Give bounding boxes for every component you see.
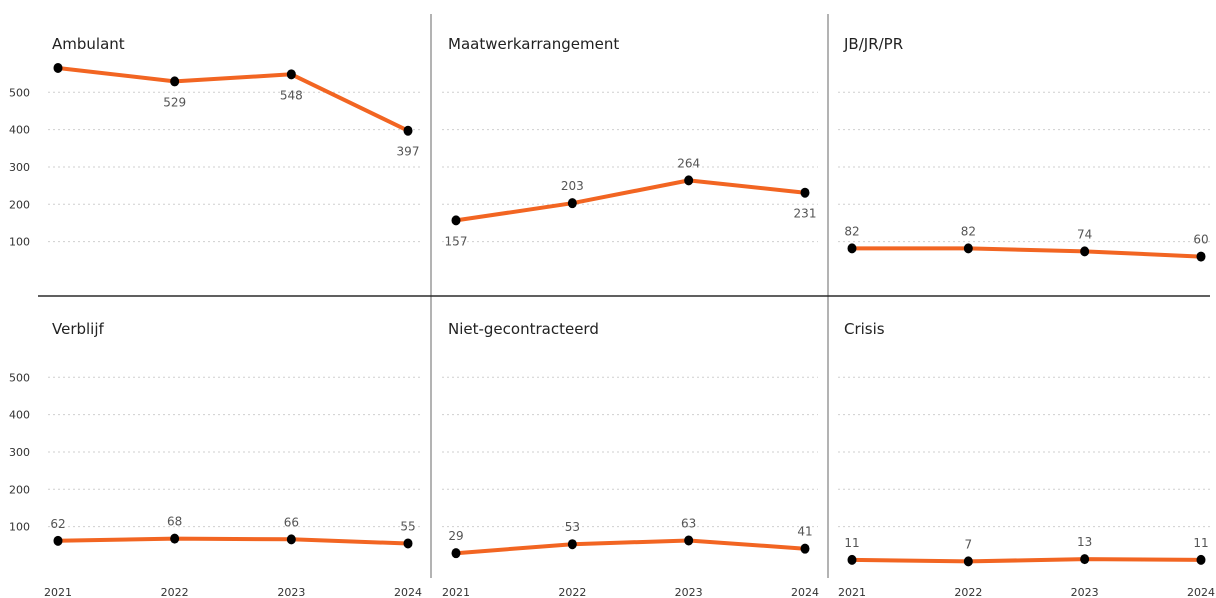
panel-title: JB/JR/PR <box>843 35 903 53</box>
series-line <box>454 178 807 223</box>
x-tick-label: 2022 <box>954 586 982 598</box>
data-label: 53 <box>565 520 580 534</box>
data-label: 13 <box>1077 535 1092 549</box>
data-point <box>800 543 810 554</box>
series-line <box>454 538 807 556</box>
series-line <box>56 536 410 546</box>
panel-ambulant: 100 200 300 400 500 Ambulant 529 548 397 <box>9 35 420 249</box>
x-tick-label: 2023 <box>277 586 305 598</box>
data-label: 11 <box>844 536 859 550</box>
data-point <box>451 548 461 559</box>
panel-maatwerkarrangement: Maatwerkarrangement 157 203 264 231 <box>442 35 818 248</box>
x-tick-label: 2023 <box>675 586 703 598</box>
data-point <box>170 533 180 544</box>
x-tick-label: 2023 <box>1071 586 1099 598</box>
data-label: 66 <box>284 515 299 529</box>
data-label: 529 <box>163 95 186 109</box>
x-tick-label: 2022 <box>161 586 189 598</box>
data-label: 60 <box>1193 233 1208 247</box>
series-line <box>850 557 1203 564</box>
data-point <box>451 215 461 226</box>
data-point <box>403 538 413 549</box>
panel-title: Crisis <box>844 320 885 338</box>
y-tick-label: 400 <box>9 409 30 422</box>
y-tick-label: 300 <box>9 446 30 459</box>
panel-crisis: Crisis 11 7 13 11 2021 2022 2023 2024 <box>838 320 1215 598</box>
data-point <box>1196 251 1206 262</box>
data-label: 231 <box>794 207 817 221</box>
data-label: 82 <box>844 224 859 238</box>
data-label: 29 <box>448 529 463 543</box>
y-tick-label: 100 <box>9 236 30 249</box>
data-label: 82 <box>961 224 976 238</box>
data-point <box>170 76 180 87</box>
x-tick-label: 2021 <box>838 586 866 598</box>
y-tick-label: 400 <box>9 124 30 137</box>
data-label: 397 <box>397 145 420 159</box>
data-point <box>567 539 577 550</box>
data-label: 548 <box>280 88 303 102</box>
x-tick-label: 2021 <box>442 586 470 598</box>
data-label: 203 <box>561 179 584 193</box>
x-tick-label: 2022 <box>558 586 586 598</box>
data-point <box>1080 246 1090 257</box>
data-point <box>847 243 857 254</box>
x-tick-label: 2024 <box>1187 586 1215 598</box>
panel-title: Maatwerkarrangement <box>448 35 619 53</box>
data-label: 7 <box>965 537 973 551</box>
data-point <box>847 554 857 565</box>
data-label: 157 <box>445 234 468 248</box>
data-label: 11 <box>1193 536 1208 550</box>
data-point <box>684 535 694 546</box>
data-point <box>963 243 973 254</box>
y-tick-label: 100 <box>9 521 30 534</box>
panel-title: Verblijf <box>52 320 105 338</box>
series-line <box>56 66 410 133</box>
series-line <box>850 246 1203 259</box>
panel-jb-jr-pr: JB/JR/PR 82 82 74 60 <box>838 35 1210 262</box>
data-point <box>286 534 296 545</box>
panel-title: Niet-gecontracteerd <box>448 320 599 338</box>
data-point <box>53 62 63 73</box>
data-point <box>567 198 577 209</box>
data-point <box>684 175 694 186</box>
data-label: 62 <box>50 517 65 531</box>
data-point <box>403 125 413 136</box>
x-tick-label: 2021 <box>44 586 72 598</box>
data-label: 41 <box>797 525 812 539</box>
panel-verblijf: 100 200 300 400 500 Verblijf 62 68 66 55 2021 2022 2… <box>9 320 422 598</box>
data-label: 264 <box>677 156 700 170</box>
y-tick-label: 200 <box>9 198 30 211</box>
data-label: 68 <box>167 515 182 529</box>
data-point <box>1080 554 1090 565</box>
data-point <box>286 69 296 80</box>
y-tick-label: 200 <box>9 483 30 496</box>
data-point <box>963 556 973 567</box>
panel-title: Ambulant <box>52 35 125 53</box>
data-label: 63 <box>681 516 696 530</box>
y-tick-label: 500 <box>9 371 30 384</box>
panel-niet-gecontracteerd: Niet-gecontracteerd 29 53 63 41 2021 2022 2023 2… <box>442 320 819 598</box>
data-point <box>800 187 810 198</box>
data-point <box>53 535 63 546</box>
x-tick-label: 2024 <box>791 586 819 598</box>
data-label: 55 <box>400 519 415 533</box>
y-tick-label: 500 <box>9 86 30 99</box>
x-tick-label: 2024 <box>394 586 422 598</box>
y-tick-label: 300 <box>9 161 30 174</box>
data-point <box>1196 554 1206 565</box>
data-label: 74 <box>1077 227 1092 241</box>
